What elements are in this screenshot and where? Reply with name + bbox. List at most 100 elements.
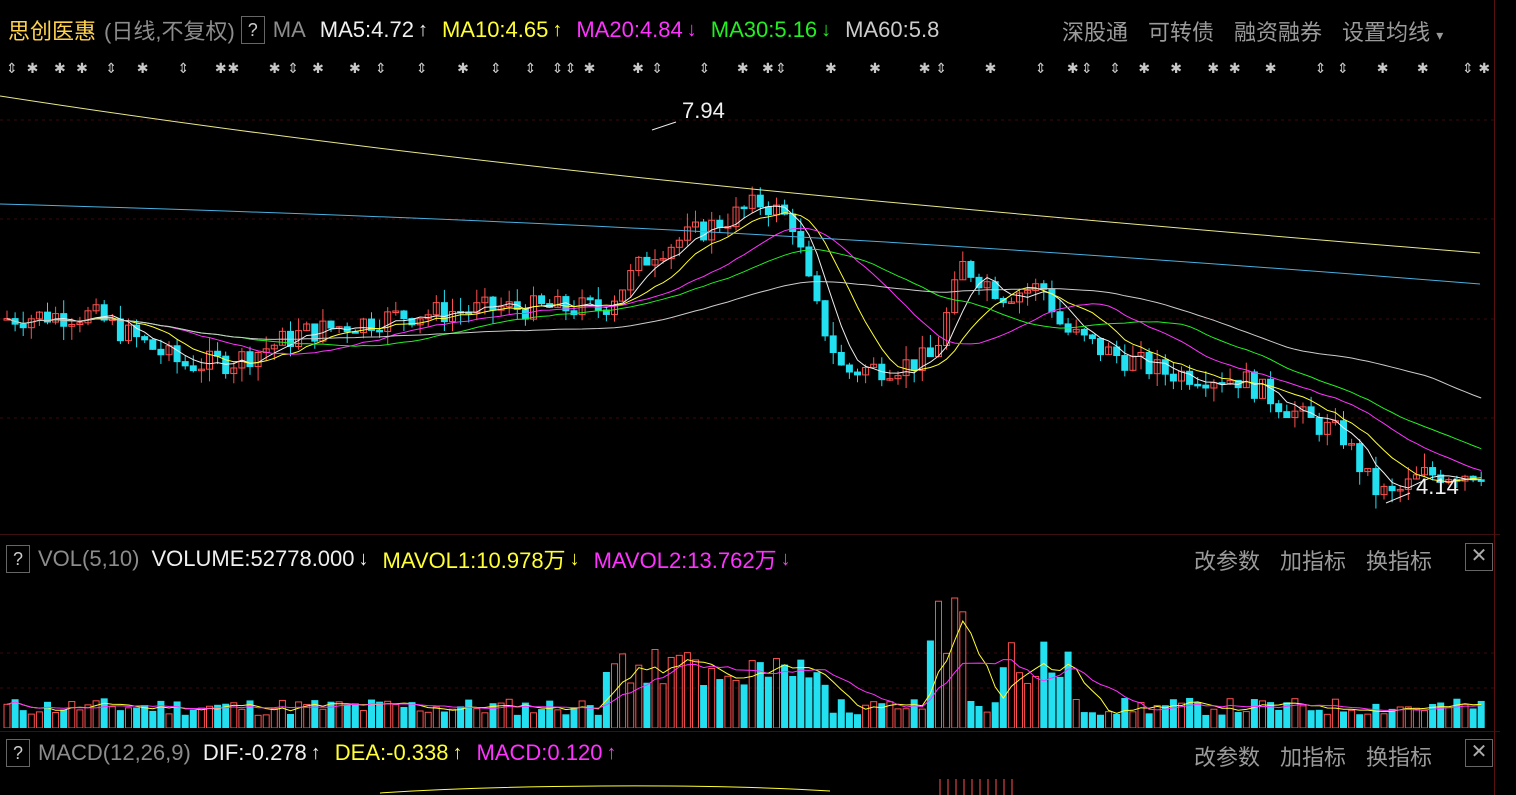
volume-bar [68,701,76,728]
candle-body [206,350,213,370]
event-marker: ⇕ [177,61,189,77]
vol-change-params-button[interactable]: 改参数 [1194,549,1261,574]
volume-bar [683,652,691,728]
price-chart[interactable] [0,88,1500,528]
ma60-line [6,280,1482,399]
volume-bar [1072,699,1080,728]
macd-help-button[interactable]: ? [6,739,30,767]
mavol1-value: MAVOL1:10.978万 [382,548,566,573]
volume-bar [789,675,797,728]
vol-help-button[interactable]: ? [6,545,30,573]
event-marker: ⇕ [105,61,117,77]
volume-bar [983,711,991,728]
volume-bar [489,703,497,728]
candle-body [359,318,367,334]
menu-convertible-bond[interactable]: 可转债 [1148,20,1215,45]
macd-chart[interactable] [0,775,1500,795]
vol-close-icon[interactable]: ✕ [1465,543,1493,571]
volume-bar [449,708,456,728]
candle-body [1348,443,1356,446]
volume-bar [351,703,359,728]
volume-bar [246,700,254,728]
volume-bar [991,702,999,728]
volume-bar [805,677,813,728]
volume-bar [1242,711,1250,728]
chart-mode[interactable]: (日线,不复权) [104,19,235,44]
volume-bar [1024,682,1032,728]
menu-shenzhen-connect[interactable]: 深股通 [1062,20,1129,45]
volume-bar [1299,705,1307,728]
volume-bar [773,658,780,728]
volume-bar [538,709,546,728]
candle-body [432,302,440,316]
volume-bar [52,711,60,728]
dif-direction-icon: ↑ [310,741,321,764]
candle-body [19,323,27,329]
volume-bar [278,699,286,728]
event-marker: ✱ [54,61,66,77]
vol-add-indicator-button[interactable]: 加指标 [1280,549,1347,574]
candle-body [327,320,335,329]
candle-body [910,359,918,371]
candle-body [1024,289,1032,294]
ma20-direction-icon: ↓ [686,18,697,41]
volume-bar [570,707,578,728]
event-marker: ✱ [737,61,749,77]
candle-body [538,295,546,305]
menu-margin-trading[interactable]: 融资融券 [1234,20,1323,45]
volume-bar [181,714,189,728]
candle-body [1080,328,1088,336]
vol-indicator-name[interactable]: VOL(5,10) [38,546,140,571]
dif-value: DIF:-0.278 [202,740,307,765]
candle-body [513,301,521,310]
menu-ma-settings[interactable]: 设置均线 ▾ [1342,20,1444,45]
ma-long-line-2 [0,203,1481,285]
candle-body [408,318,416,326]
event-marker: ✱ [584,61,596,77]
stock-name[interactable]: 思创医惠 [8,19,97,44]
candle-body [1299,406,1307,412]
macd-switch-indicator-button[interactable]: 换指标 [1366,745,1433,770]
macd-close-icon[interactable]: ✕ [1465,739,1493,767]
candle-body [829,335,837,353]
help-button[interactable]: ? [240,16,265,44]
candle-body [756,194,764,208]
volume-bar [716,679,724,728]
candle-body [554,296,562,308]
candle-body [602,309,610,315]
candle-body [862,366,870,376]
candle-body [230,367,238,375]
macd-add-indicator-button[interactable]: 加指标 [1280,745,1347,770]
dea-value: DEA:-0.338 [334,740,449,765]
event-marker: ✱ [825,61,837,77]
macd-change-params-button[interactable]: 改参数 [1194,745,1261,770]
volume-chart[interactable] [0,578,1500,728]
indicator-name[interactable]: MA [272,17,306,42]
candle-body [35,311,43,320]
event-marker: ✱ [312,61,324,77]
candle-body [84,310,92,324]
volume-bar [1105,711,1113,728]
volume-bar [238,708,246,728]
volume-bar [1056,676,1064,728]
volume-actions: 改参数 加指标 换指标 [1194,544,1432,576]
candle-body [489,296,497,311]
candle-body [1404,478,1412,490]
event-marker: ✱ [1229,61,1241,77]
candle-body [392,310,400,313]
volume-bar [1348,709,1356,728]
macd-indicator-name[interactable]: MACD(12,26,9) [38,740,191,765]
vol-switch-indicator-button[interactable]: 换指标 [1366,549,1433,574]
volume-bar [505,698,513,728]
volume-bar [1437,702,1445,728]
volume-bar [1307,710,1315,728]
candle-body [667,246,675,260]
volume-bar [27,713,35,728]
volume-bar [902,708,910,728]
volume-bar [1137,702,1145,728]
candle-body [1315,416,1323,435]
volume-bar [1477,700,1485,728]
candle-body [975,276,983,289]
event-marker: ✱ [632,61,644,77]
volume-bar [197,707,205,728]
